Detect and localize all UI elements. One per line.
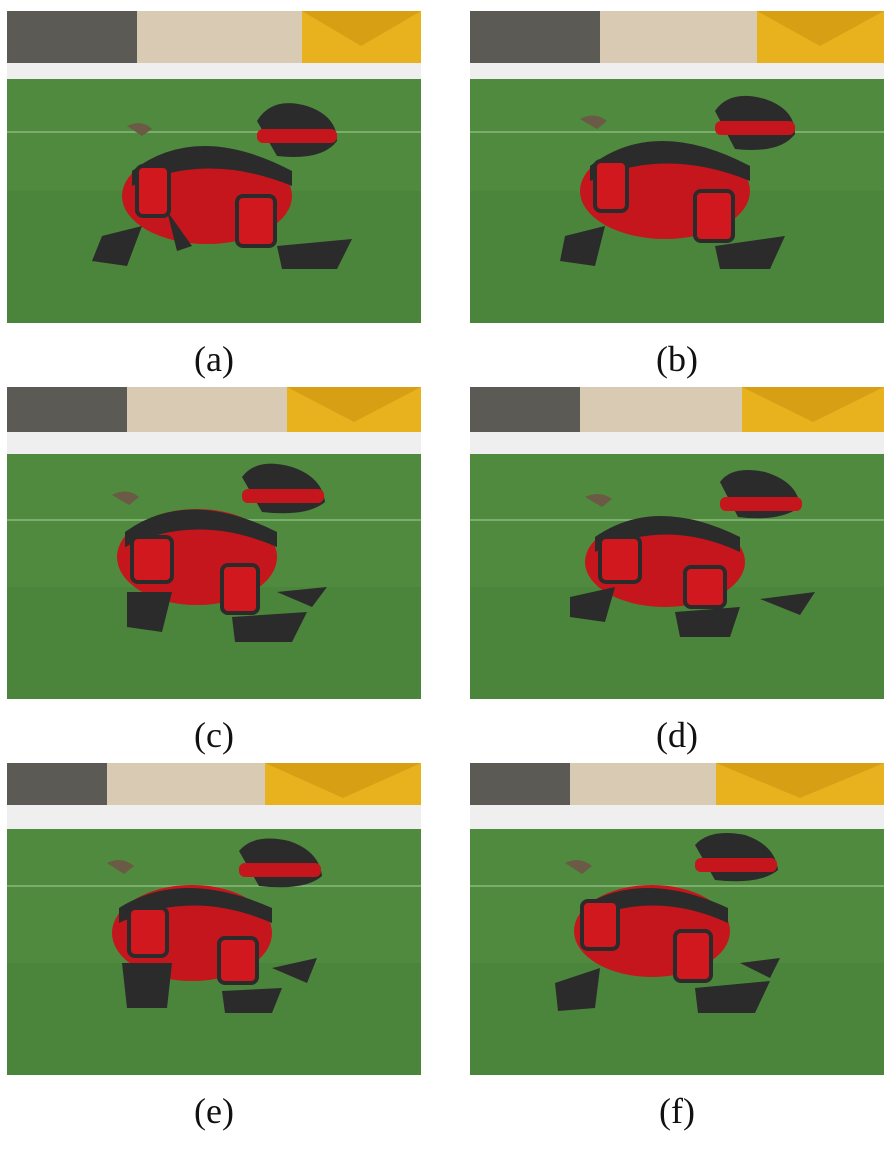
photo-panel-f bbox=[470, 763, 884, 1075]
caption-b: (b) bbox=[656, 339, 698, 379]
photo-panel-c bbox=[7, 387, 421, 699]
robot-dog-photo-d bbox=[470, 387, 884, 699]
robot-dog-photo-a bbox=[7, 11, 421, 323]
robot-dog-photo-b bbox=[470, 11, 884, 323]
photo-panel-a bbox=[7, 11, 421, 323]
photo-panel-d bbox=[470, 387, 884, 699]
photo-panel-e bbox=[7, 763, 421, 1075]
caption-a: (a) bbox=[194, 339, 234, 379]
caption-d: (d) bbox=[656, 715, 698, 755]
photo-panel-b bbox=[470, 11, 884, 323]
caption-c: (c) bbox=[194, 715, 234, 755]
caption-f: (f) bbox=[659, 1091, 695, 1131]
robot-dog-photo-e bbox=[7, 763, 421, 1075]
caption-e: (e) bbox=[194, 1091, 234, 1131]
robot-dog-photo-c bbox=[7, 387, 421, 699]
robot-dog-photo-f bbox=[470, 763, 884, 1075]
